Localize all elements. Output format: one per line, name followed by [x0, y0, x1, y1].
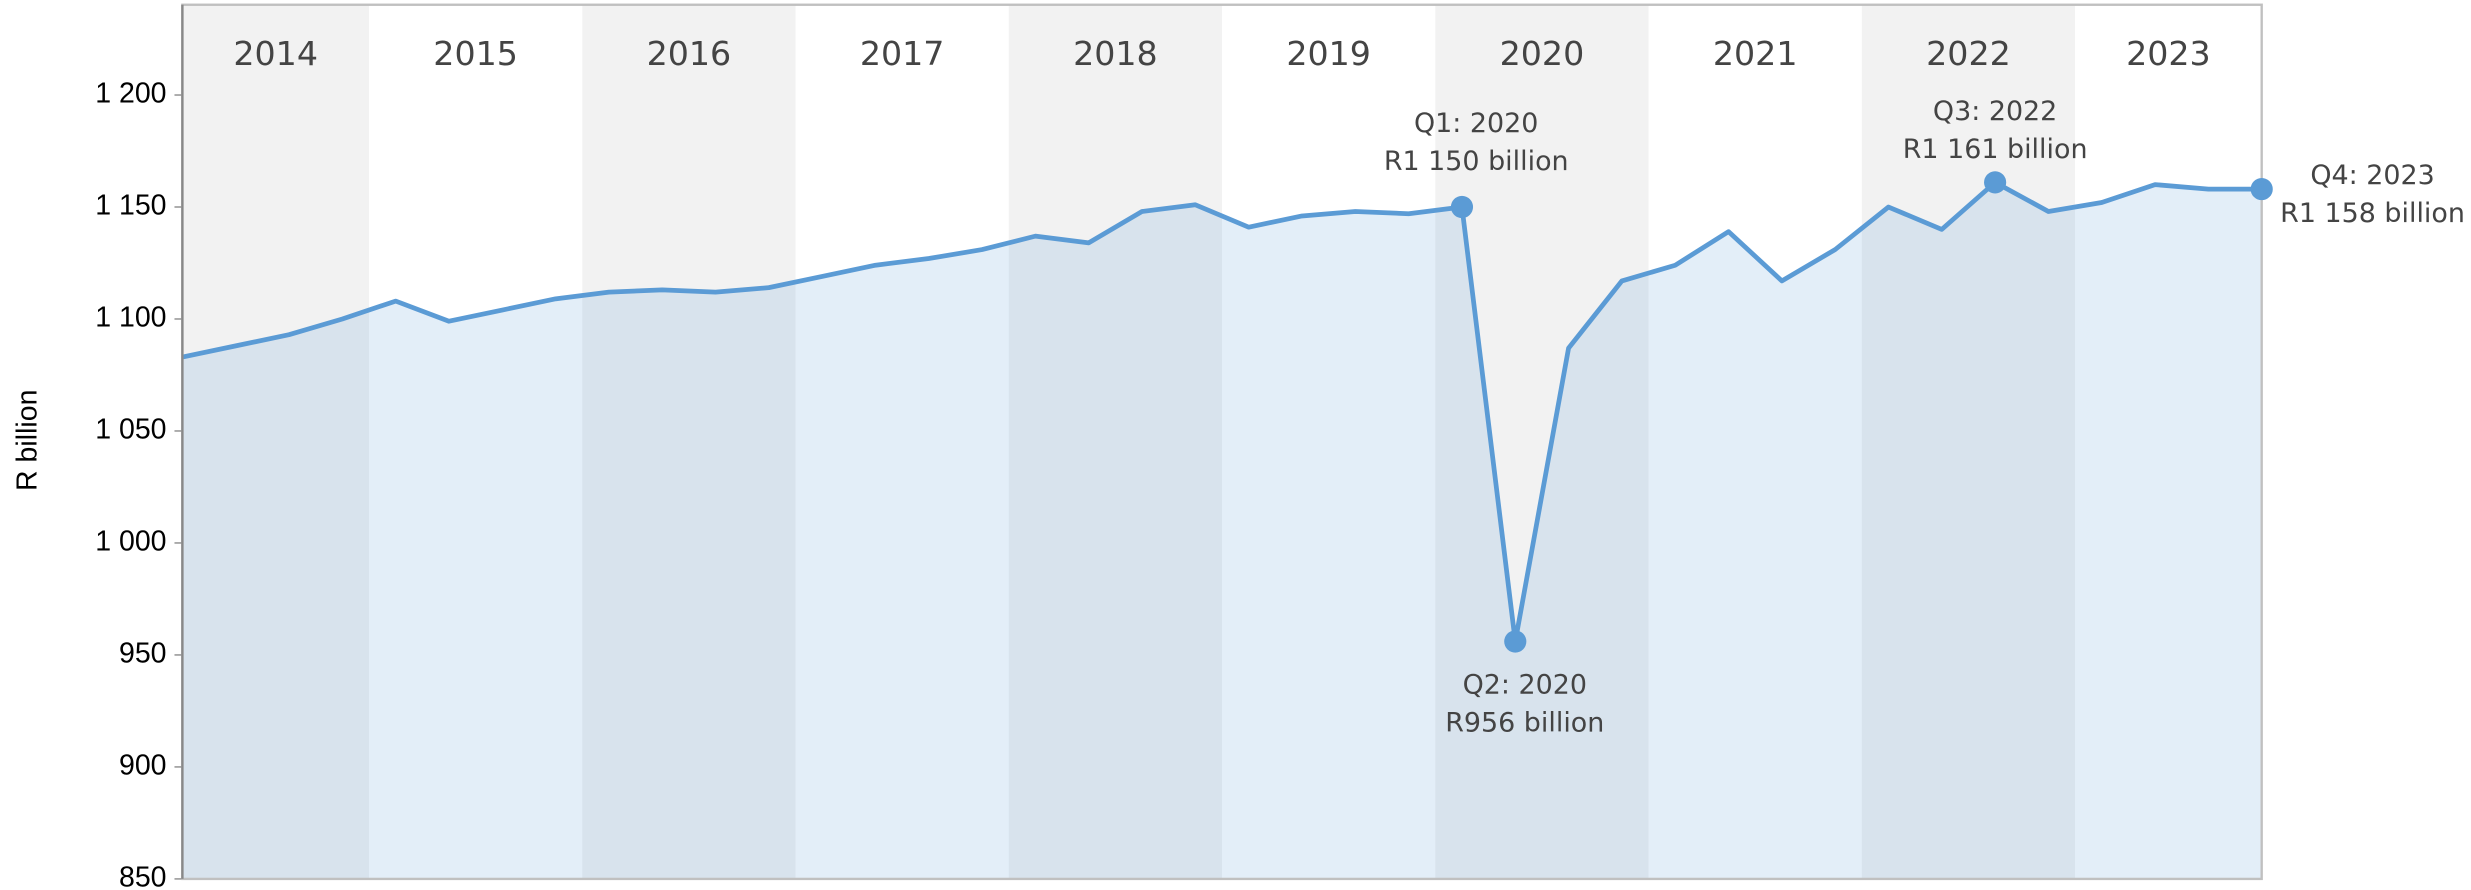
annotation: R1 161 billion	[1903, 134, 2088, 165]
y-tick-label: 1 150	[95, 190, 166, 222]
y-tick-label: 900	[119, 749, 167, 781]
annotation: Q2: 2020	[1463, 669, 1587, 700]
y-tick-label: 1 100	[95, 302, 166, 334]
year-band	[1222, 4, 1436, 879]
y-axis-label: R billion	[11, 390, 43, 491]
year-label: 2019	[1286, 34, 1371, 73]
highlight-point	[1450, 195, 1474, 219]
year-label: 2014	[233, 34, 318, 73]
highlight-point	[2250, 178, 2273, 201]
highlight-point	[1984, 171, 2007, 194]
y-tick-label: 950	[119, 637, 167, 669]
year-band	[368, 4, 583, 879]
year-label: 2017	[860, 34, 945, 73]
year-label: 2018	[1073, 34, 1158, 73]
area	[182, 182, 2262, 879]
annotation: R956 billion	[1445, 707, 1604, 738]
year-label: 2022	[1926, 34, 2011, 73]
year-band	[582, 4, 796, 879]
y-tick-label: 1 000	[95, 525, 166, 557]
year-label: 2021	[1713, 34, 1798, 73]
annotation: R1 158 billion	[2280, 198, 2465, 229]
year-band	[182, 4, 369, 879]
annotation: Q3: 2022	[1933, 96, 2057, 127]
y-tick-label: 850	[119, 861, 167, 890]
year-band	[1435, 4, 1649, 879]
year-band	[795, 4, 1009, 879]
annotation: Q1: 2020	[1414, 108, 1538, 139]
annotation: R1 150 billion	[1384, 146, 1569, 177]
year-band	[1861, 4, 2076, 879]
year-label: 2015	[433, 34, 518, 73]
year-band	[1008, 4, 1223, 879]
year-band	[1648, 4, 1862, 879]
year-label: 2016	[647, 34, 732, 73]
y-tick-label: 1 200	[95, 78, 166, 110]
year-label: 2020	[1500, 34, 1585, 73]
annotation: Q4: 2023	[2310, 160, 2434, 191]
highlight-point	[1504, 630, 1527, 653]
year-band	[2075, 4, 2262, 879]
y-tick-label: 1 050	[95, 414, 166, 446]
line	[181, 179, 2262, 644]
year-label: 2023	[2126, 34, 2211, 73]
